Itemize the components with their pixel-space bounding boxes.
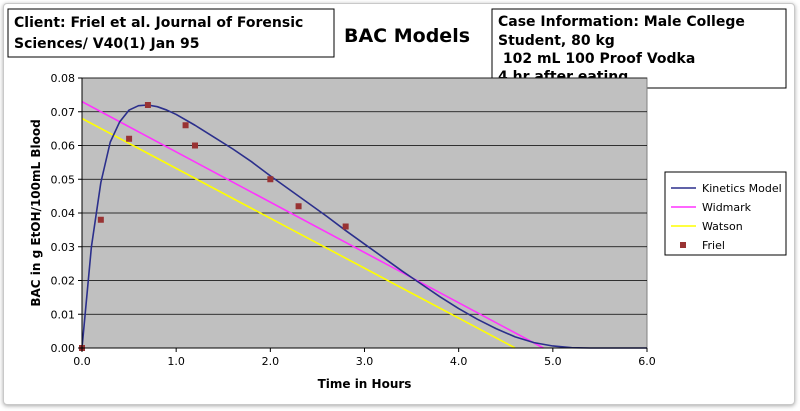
x-tick-label: 4.0 [450, 355, 468, 368]
x-tick-label: 1.0 [167, 355, 185, 368]
friel-point [144, 102, 151, 108]
x-tick-label: 6.0 [638, 355, 656, 368]
y-tick-label: 0.00 [51, 342, 76, 355]
friel-point [267, 176, 274, 183]
kinetics-model-line [81, 104, 647, 349]
client-info-box: Client: Friel et al. Journal of Forensic… [7, 8, 335, 58]
y-tick-label: 0.03 [51, 241, 76, 254]
legend-label: Widmark [702, 201, 752, 214]
x-tick-label: 2.0 [262, 355, 280, 368]
gridlines [82, 77, 647, 315]
friel-point [295, 203, 302, 210]
x-tick-label: 5.0 [544, 355, 562, 368]
y-tick-label: 0.01 [51, 308, 76, 321]
friel-point [192, 142, 198, 149]
series-lines [81, 100, 647, 349]
legend-box [664, 171, 787, 256]
x-tick-label: 3.0 [356, 355, 374, 368]
x-tick-label: 0.0 [73, 355, 91, 368]
client-line-2: Sciences/ V40(1) Jan 95 [14, 36, 199, 52]
case-line-2: Student, 80 kg [498, 33, 615, 49]
y-tick-label: 0.04 [51, 207, 76, 220]
friel-point [182, 122, 189, 129]
y-tick-label: 0.06 [51, 140, 76, 153]
bac-chart: Client: Friel et al. Journal of Forensic… [7, 8, 787, 391]
friel-point [342, 223, 349, 230]
x-axis-label: Time in Hours [318, 377, 412, 391]
y-tick-label: 0.08 [51, 72, 76, 85]
case-line-1: Case Information: Male College [498, 14, 745, 30]
watson-line [81, 117, 516, 349]
y-tick-label: 0.07 [51, 106, 76, 119]
y-axis-label: BAC in g EtOH/100mL Blood [29, 119, 43, 306]
friel-point [97, 216, 104, 223]
legend-swatch [680, 242, 686, 248]
legend-label: Friel [702, 239, 725, 252]
y-tick-label: 0.05 [51, 173, 76, 186]
legend: Kinetics Model Widmark Watson Friel [664, 171, 787, 256]
case-info-box: Case Information: Male College Student, … [491, 8, 787, 89]
case-line-3: 102 mL 100 Proof Vodka [498, 51, 695, 67]
y-tick-label: 0.02 [51, 275, 76, 288]
x-axis-ticks: 0.0 1.0 2.0 3.0 4.0 5.0 6.0 [73, 78, 656, 368]
client-line-1: Client: Friel et al. Journal of Forensic [14, 15, 303, 31]
widmark-line [81, 100, 544, 349]
friel-point [126, 135, 133, 142]
chart-title: BAC Models [344, 25, 470, 47]
legend-label: Kinetics Model [702, 182, 782, 195]
y-axis-ticks: 0.00 0.01 0.02 0.03 0.04 0.05 0.06 0.07 0.08 [51, 72, 82, 355]
legend-label: Watson [702, 220, 743, 233]
chart-frame: Client: Friel et al. Journal of Forensic… [3, 3, 795, 405]
